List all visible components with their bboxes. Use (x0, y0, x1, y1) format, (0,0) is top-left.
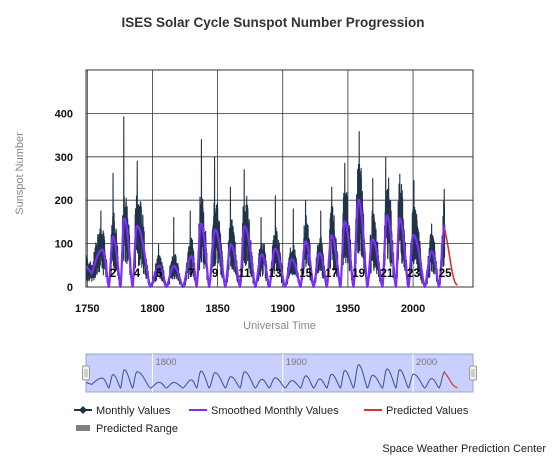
legend-item-predicted[interactable]: Predicted Values (364, 405, 469, 417)
credit-text: Space Weather Prediction Center (382, 443, 546, 455)
cycle-label: 17 (325, 268, 338, 280)
y-tick-label: 400 (55, 108, 73, 120)
navigator-tick-label: 2000 (416, 357, 437, 368)
navigator-handle-left[interactable] (82, 365, 90, 381)
navigator-series (85, 364, 446, 389)
legend-item-smoothed[interactable]: Smoothed Monthly Values (189, 405, 339, 417)
legend-label: Predicted Values (386, 405, 469, 417)
y-tick-label: 200 (55, 195, 73, 207)
x-tick-label: 1750 (75, 303, 99, 315)
x-tick-label: 2000 (401, 303, 425, 315)
cycle-label: 13 (269, 268, 282, 280)
cycle-label: 5 (156, 268, 163, 280)
navigator-handle-right[interactable] (469, 365, 477, 381)
y-tick-label: 100 (55, 239, 73, 251)
navigator-tick-label: 1800 (155, 357, 176, 368)
range-navigator[interactable]: 1800 1900 2000 (82, 353, 477, 393)
legend-item-predicted-range[interactable]: Predicted Range (76, 423, 178, 435)
legend: Monthly Values Smoothed Monthly Values Pre… (74, 405, 469, 435)
cycle-label: 2 (110, 268, 116, 280)
cycle-label: 11 (238, 268, 251, 280)
legend-label: Smoothed Monthly Values (211, 405, 339, 417)
smoothed-values-series (85, 198, 446, 289)
x-axis-label: Universal Time (243, 320, 316, 332)
navigator-predicted (443, 371, 458, 389)
legend-marker (79, 406, 87, 414)
navigator-band[interactable] (85, 353, 474, 393)
plot-area: 0 100 200 300 400 1750 1800 1850 1900 1950 2000 Uni… (14, 69, 474, 332)
legend-item-monthly[interactable]: Monthly Values (74, 405, 171, 417)
x-tick-label: 1800 (140, 303, 164, 315)
cycle-label: 21 (380, 268, 393, 280)
x-tick-label: 1900 (271, 303, 295, 315)
legend-label: Predicted Range (96, 423, 178, 435)
navigator-tick-label: 1900 (286, 357, 307, 368)
plot-frame (85, 69, 474, 288)
cycle-label: 19 (352, 268, 365, 280)
cycle-label: 23 (407, 268, 420, 280)
y-axis-label: Sunspot Number (14, 132, 26, 215)
cycle-label: 7 (188, 268, 194, 280)
cycle-label: 9 (212, 268, 218, 280)
cycle-label: 25 (439, 268, 452, 280)
legend-label: Monthly Values (96, 405, 171, 417)
predicted-values-series (443, 226, 458, 286)
y-tick-label: 300 (55, 152, 73, 164)
x-tick-label: 1850 (205, 303, 229, 315)
y-tick-label: 0 (67, 282, 73, 294)
cycle-label: 15 (299, 268, 312, 280)
chart-title: ISES Solar Cycle Sunspot Number Progress… (121, 15, 424, 30)
x-tick-label: 1950 (336, 303, 360, 315)
legend-symbol (76, 425, 90, 431)
cycle-label: 4 (134, 268, 141, 280)
